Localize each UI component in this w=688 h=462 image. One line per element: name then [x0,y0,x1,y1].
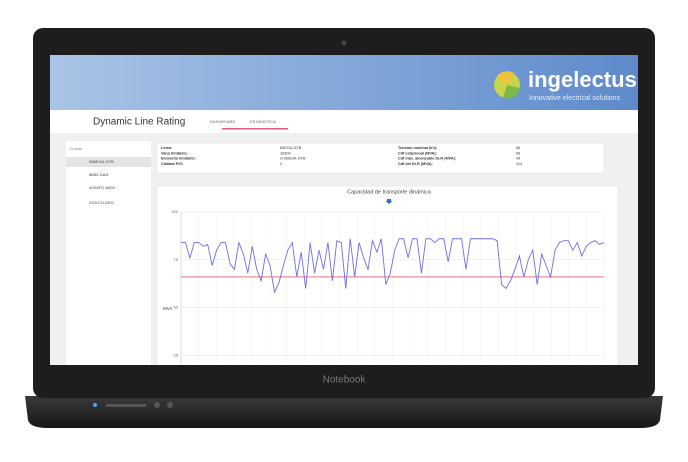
y-tick-label: 100 [171,209,178,214]
device-label: Notebook [323,375,367,386]
series-line [181,238,605,294]
y-tick-label: 75 [174,257,179,262]
port [167,402,173,408]
info-table: Línea: 66EGA-GTB Tensión nominal (kV): 66 Va… [161,146,522,166]
info-value: 2 [280,162,282,166]
y-tick-label: 50 [174,305,179,310]
download-icon[interactable] [385,199,393,204]
info-label: Cdf del DLR (MVA): [398,162,433,166]
y-axis-label: MVA [163,306,172,311]
line-item[interactable]: 220LCO-DEG [89,200,114,205]
info-label: Vano limitante: [161,151,188,155]
info-value: 66 [516,146,520,150]
logo: ingelectus [528,67,637,92]
tab[interactable]: DASHBOARD [210,119,235,124]
camera [341,40,347,46]
info-label: Calidad F/G: [161,162,183,166]
info-label: Línea: [161,146,172,150]
info-value: 16309 [280,151,291,155]
info-label: Cdf máx. alcanzable DLR (MVA): [398,157,456,161]
info-value: 66 [516,151,520,155]
plot: 25 50 75 100 [171,209,605,365]
port [154,402,160,408]
info-value: 66EGA-GTB [280,146,302,150]
banner [50,55,638,110]
port [106,404,146,407]
nav-bar [50,110,638,133]
info-value: 45 [516,157,520,161]
line-item[interactable]: 40SAFO-MGN [89,185,115,190]
sidebar [66,141,151,365]
tab-underline [222,128,288,130]
info-label: Elemento limitante: [161,157,196,161]
screen: ingelectus Innovative electrical solutio… [50,55,638,365]
y-tick-label: 25 [174,352,179,357]
led [93,403,97,407]
selected-item [66,157,151,167]
info-value: 114 [516,162,522,166]
info-value: G-66EGA-GTB [280,157,306,161]
info-box [156,142,605,174]
line-item[interactable]: 066EGA-GTB [89,159,114,164]
info-label: Tensión nominal (kV): [398,146,437,150]
chart-title: Capacidad de transporte dinámica [347,189,432,195]
tagline: Innovative electrical solutions [529,95,621,102]
line-item[interactable]: 86BZ-DAN [89,172,108,177]
laptop-base [25,396,663,428]
app-title: Dynamic Line Rating [93,117,185,128]
info-label: Cdf estacional (MVA): [398,151,437,155]
sidebar-title: Líneas [70,146,82,151]
tab[interactable]: ESTADÍSTICA [250,119,276,124]
